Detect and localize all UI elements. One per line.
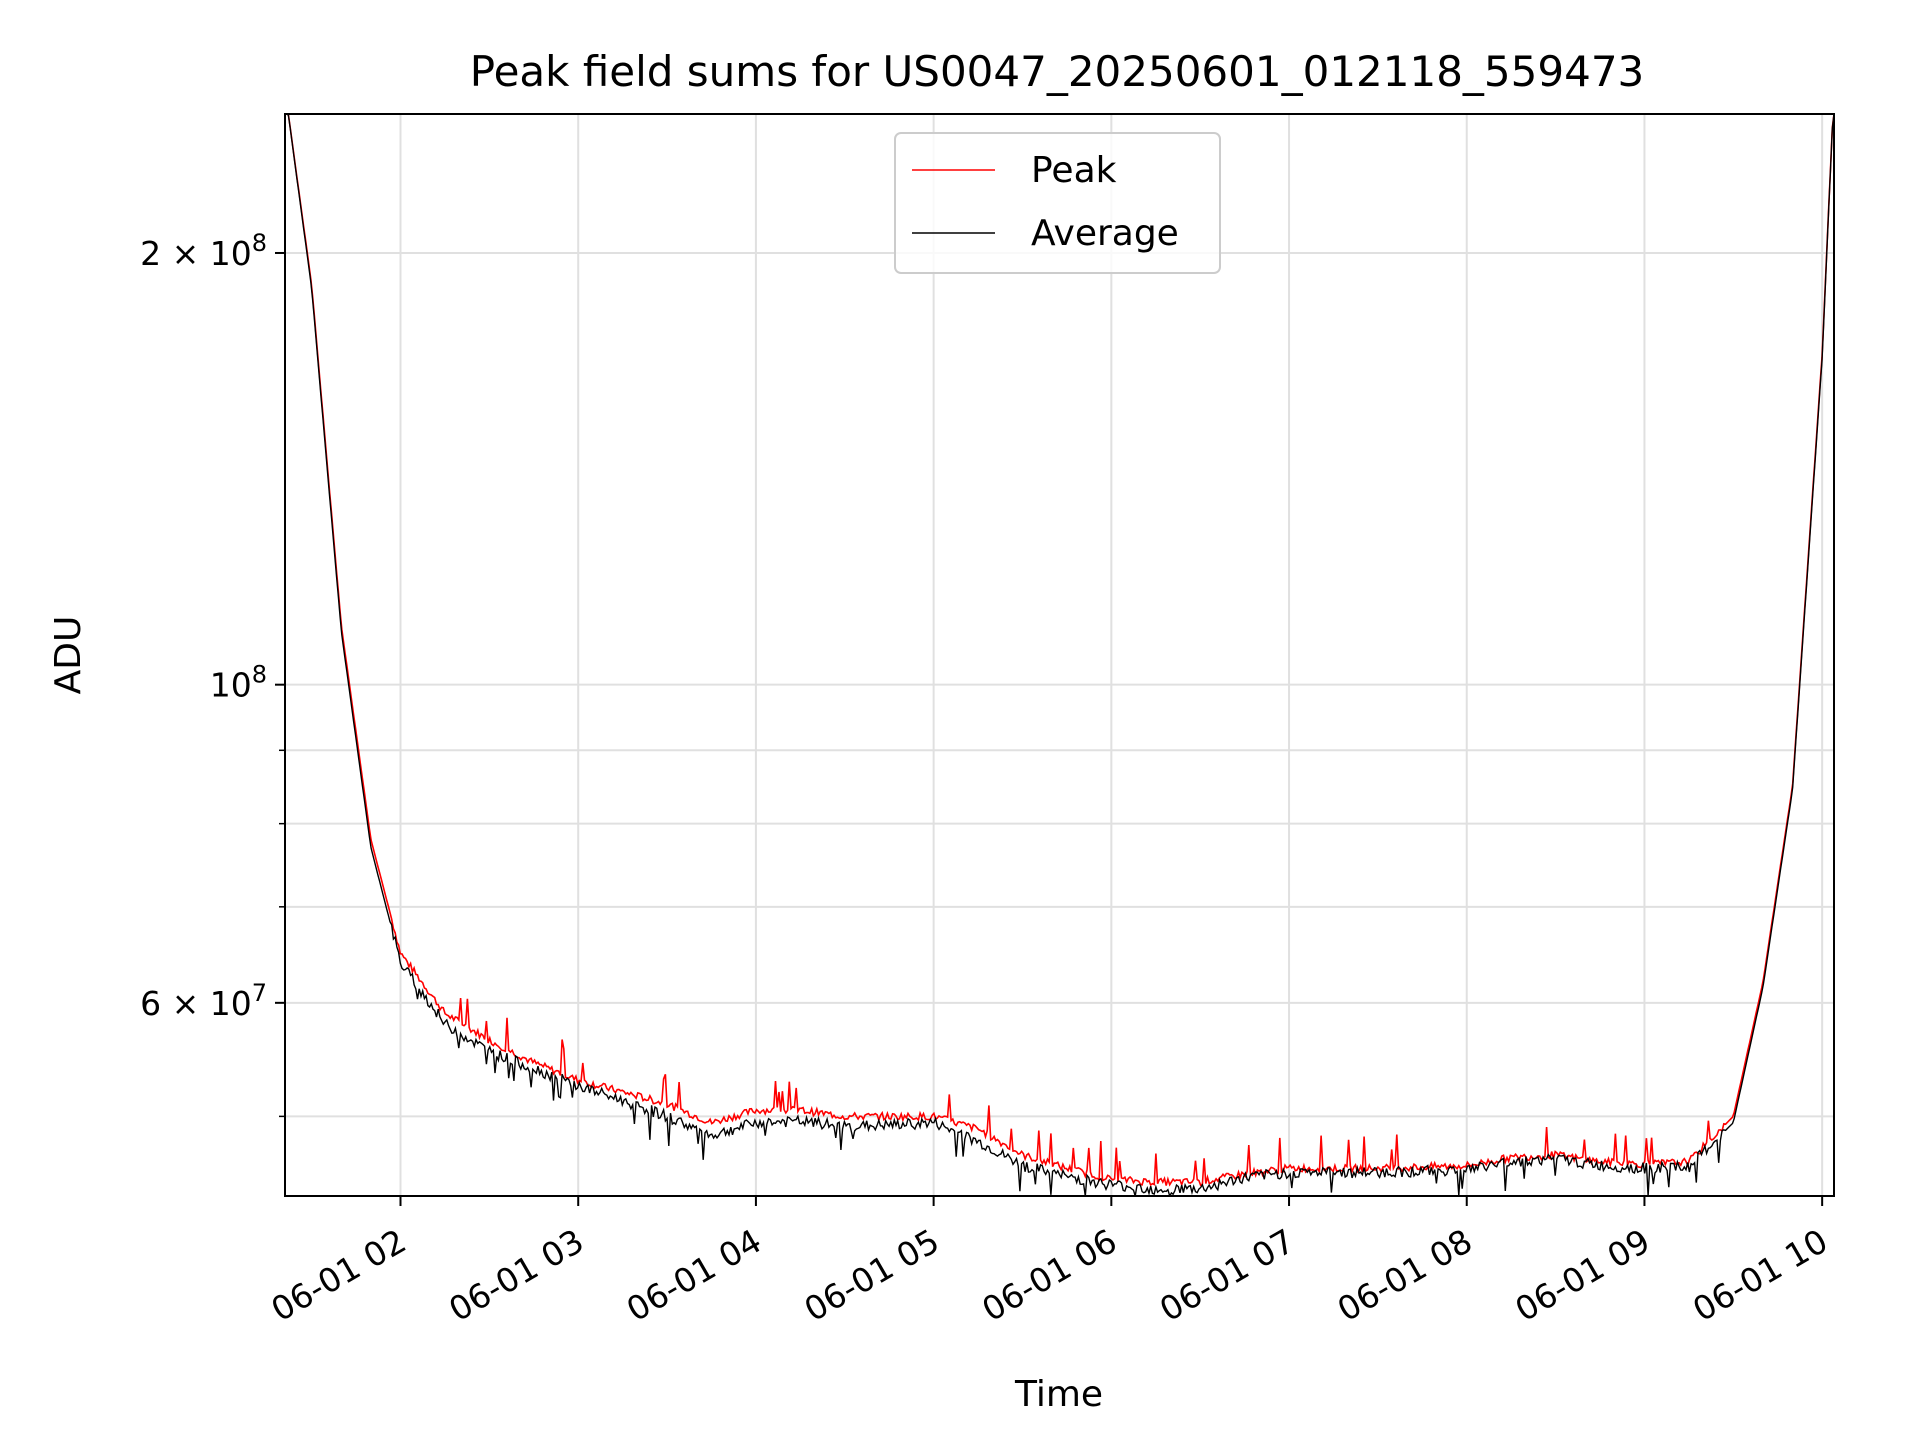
series-line-peak (285, 114, 1834, 1188)
y-tick-label: 108 (210, 661, 267, 705)
legend-label-peak: Peak (1031, 150, 1117, 191)
chart-title: Peak field sums for US0047_20250601_0121… (470, 47, 1645, 96)
y-tick-label: 2 × 108 (140, 229, 267, 273)
plot-frame (284, 113, 1835, 1197)
legend-box (894, 132, 1221, 274)
y-axis-ticks: 2 × 108 108 6 × 107 (140, 229, 285, 1118)
legend: Peak Average (894, 132, 1221, 274)
series-group (285, 114, 1834, 1196)
y-tick-label: 6 × 107 (140, 979, 267, 1023)
legend-label-average: Average (1031, 213, 1179, 254)
x-axis-label: Time (1014, 1374, 1103, 1415)
series-line-average (285, 114, 1834, 1196)
y-axis-label: ADU (48, 616, 89, 695)
